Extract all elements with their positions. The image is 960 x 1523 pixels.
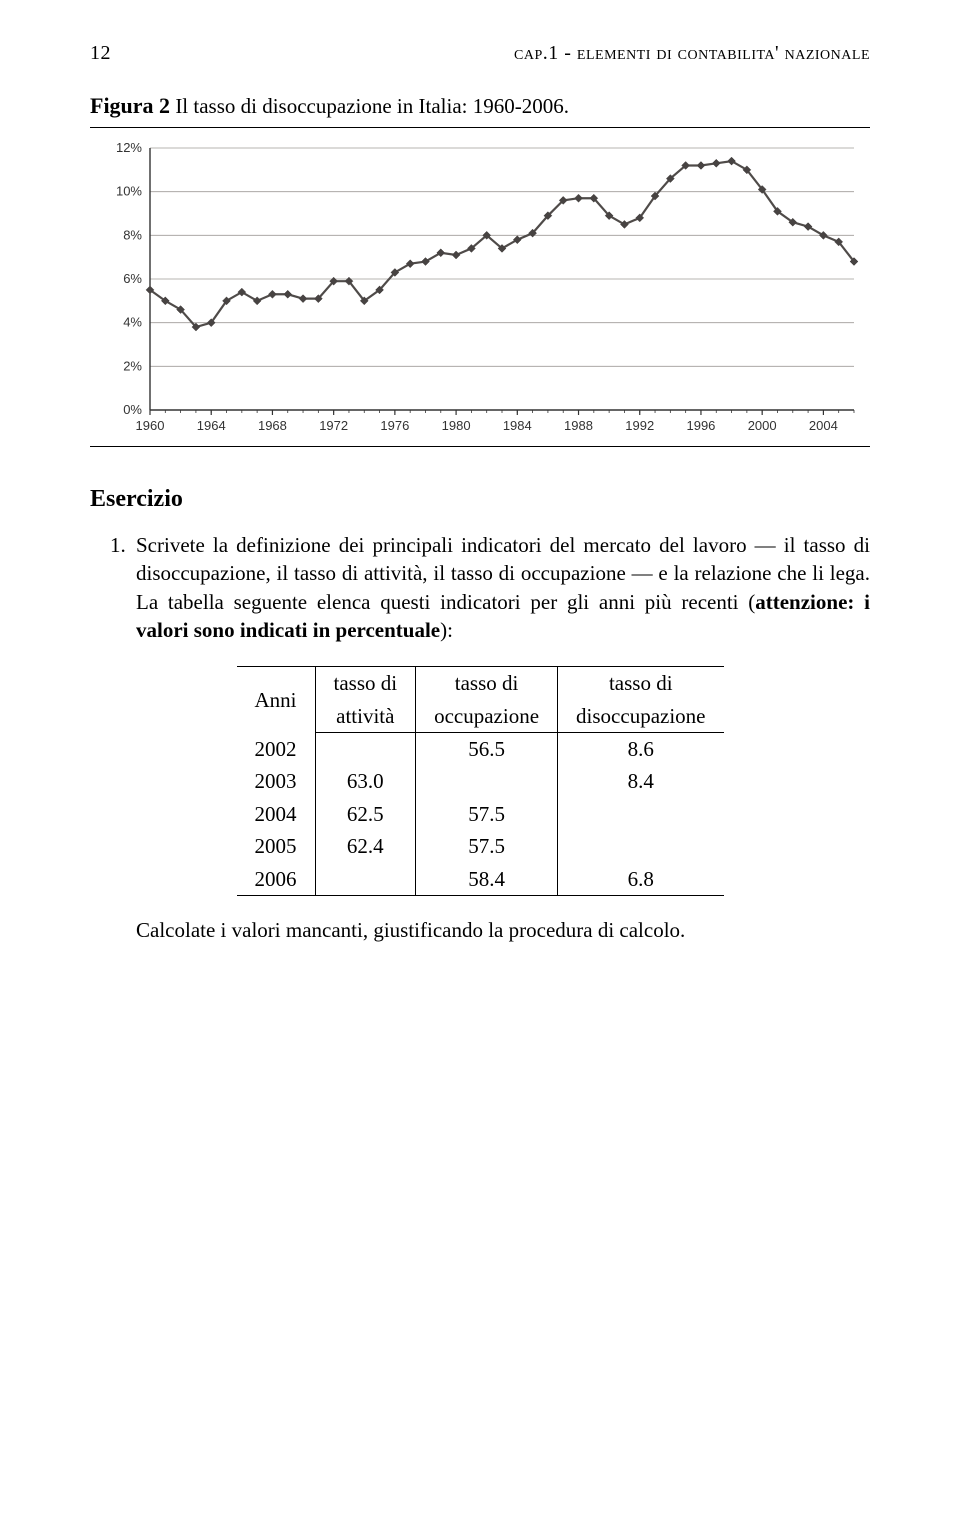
running-title: cap.1 - elementi di contabilita' naziona…: [514, 40, 870, 67]
exercise-text: Scrivete la definizione dei principali i…: [136, 531, 870, 644]
svg-text:6%: 6%: [123, 271, 142, 286]
table-cell: 63.0: [315, 765, 416, 797]
svg-text:1972: 1972: [319, 418, 348, 433]
svg-text:1988: 1988: [564, 418, 593, 433]
table-cell: 6.8: [558, 863, 724, 896]
data-table-wrap: Annitasso ditasso ditasso diattivitàoccu…: [90, 666, 870, 895]
table-cell: 2006: [237, 863, 316, 896]
exercise-heading: Esercizio: [90, 483, 870, 515]
table-cell: 62.5: [315, 798, 416, 830]
page-number: 12: [90, 40, 111, 67]
exercise-item: 1. Scrivete la definizione dei principal…: [110, 531, 870, 644]
table-cell: 56.5: [416, 733, 558, 766]
svg-text:0%: 0%: [123, 402, 142, 417]
table-row: 2006 58.46.8: [237, 863, 724, 896]
table-cell: [315, 863, 416, 896]
svg-text:12%: 12%: [116, 140, 142, 155]
table-header: attività: [315, 700, 416, 733]
table-header: tasso di: [416, 667, 558, 700]
svg-text:2%: 2%: [123, 358, 142, 373]
table-cell: 58.4: [416, 863, 558, 896]
figure-label: Figura 2: [90, 93, 170, 118]
svg-text:2000: 2000: [748, 418, 777, 433]
figure-rule-top: [90, 127, 870, 128]
data-table: Annitasso ditasso ditasso diattivitàoccu…: [237, 666, 724, 895]
svg-text:1960: 1960: [136, 418, 165, 433]
table-row: 200562.457.5: [237, 830, 724, 862]
svg-text:1996: 1996: [686, 418, 715, 433]
table-header: disoccupazione: [558, 700, 724, 733]
svg-text:10%: 10%: [116, 183, 142, 198]
table-cell: 2003: [237, 765, 316, 797]
table-cell: 57.5: [416, 830, 558, 862]
table-cell: 2005: [237, 830, 316, 862]
table-cell: 57.5: [416, 798, 558, 830]
table-cell: [315, 733, 416, 766]
table-cell: [416, 765, 558, 797]
svg-text:4%: 4%: [123, 314, 142, 329]
table-cell: 8.6: [558, 733, 724, 766]
svg-text:8%: 8%: [123, 227, 142, 242]
table-cell: 8.4: [558, 765, 724, 797]
svg-text:1968: 1968: [258, 418, 287, 433]
figure-rule-bottom: [90, 446, 870, 447]
svg-text:1964: 1964: [197, 418, 226, 433]
figure-caption: Figura 2 Il tasso di disoccupazione in I…: [90, 91, 870, 121]
svg-text:1980: 1980: [442, 418, 471, 433]
svg-text:1984: 1984: [503, 418, 532, 433]
table-header: Anni: [237, 667, 316, 733]
table-cell: 2002: [237, 733, 316, 766]
exercise-number: 1.: [110, 531, 136, 644]
table-header: tasso di: [558, 667, 724, 700]
table-cell: 2004: [237, 798, 316, 830]
table-header: tasso di: [315, 667, 416, 700]
table-cell: 62.4: [315, 830, 416, 862]
table-cell: [558, 830, 724, 862]
svg-text:1976: 1976: [380, 418, 409, 433]
table-header: occupazione: [416, 700, 558, 733]
table-row: 200462.557.5: [237, 798, 724, 830]
table-row: 2002 56.58.6: [237, 733, 724, 766]
figure-caption-text: Il tasso di disoccupazione in Italia: 19…: [175, 94, 569, 118]
svg-text:2004: 2004: [809, 418, 838, 433]
table-cell: [558, 798, 724, 830]
exercise-closing: Calcolate i valori mancanti, giustifican…: [136, 916, 870, 944]
chart-svg: 0% 2% 4% 6% 8% 10% 12% 1960 1964 1968 1972 1976 1980…: [90, 138, 870, 438]
page: 12 cap.1 - elementi di contabilita' nazi…: [0, 0, 960, 1004]
svg-text:1992: 1992: [625, 418, 654, 433]
unemployment-chart: 0% 2% 4% 6% 8% 10% 12% 1960 1964 1968 1972 1976 1980…: [90, 138, 870, 438]
table-row: 200363.0 8.4: [237, 765, 724, 797]
page-header: 12 cap.1 - elementi di contabilita' nazi…: [90, 40, 870, 67]
